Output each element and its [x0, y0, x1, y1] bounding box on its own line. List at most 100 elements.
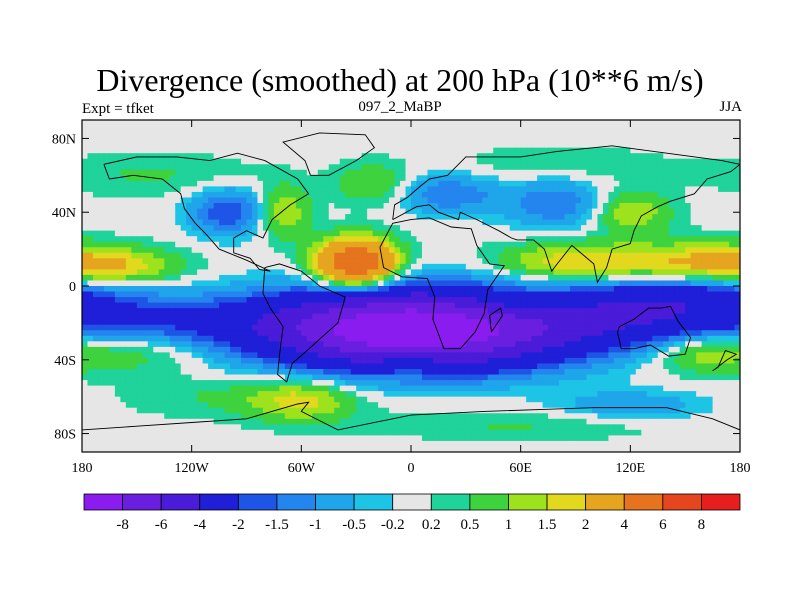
heatmap-cell [411, 258, 418, 265]
heatmap-cell [476, 324, 483, 331]
heatmap-cell [685, 236, 692, 243]
heatmap-cell [197, 308, 204, 315]
heatmap-cell [460, 158, 467, 165]
heatmap-cell [367, 175, 374, 182]
heatmap-cell [279, 180, 286, 187]
heatmap-cell [652, 197, 659, 204]
heatmap-cell [147, 197, 154, 204]
heatmap-cell [411, 131, 418, 138]
heatmap-cell [454, 191, 461, 199]
heatmap-cell [295, 241, 302, 248]
heatmap-cell [175, 158, 182, 165]
heatmap-cell [624, 258, 631, 265]
heatmap-cell [537, 341, 544, 348]
heatmap-cell [515, 286, 522, 293]
heatmap-cell [575, 136, 582, 143]
heatmap-cell [136, 197, 143, 204]
heatmap-cell [411, 335, 418, 342]
heatmap-cell [350, 191, 357, 199]
heatmap-cell [367, 274, 374, 282]
heatmap-cell [602, 186, 609, 193]
heatmap-cell [136, 252, 143, 259]
heatmap-cell [602, 120, 609, 127]
heatmap-cell [87, 147, 94, 154]
heatmap-cell [153, 263, 160, 270]
heatmap-cell [389, 131, 396, 138]
heatmap-cell [465, 186, 472, 193]
heatmap-cell [279, 247, 286, 254]
heatmap-cell [597, 203, 604, 210]
heatmap-cell [153, 313, 160, 320]
heatmap-cell [493, 269, 500, 276]
heatmap-cell [251, 252, 259, 259]
heatmap-cell [411, 308, 418, 315]
heatmap-cell [175, 280, 182, 287]
heatmap-cell [553, 263, 560, 270]
heatmap-cell [493, 131, 500, 138]
heatmap-cell [465, 302, 472, 309]
heatmap-cell [712, 308, 719, 315]
heatmap-cell [367, 120, 374, 127]
heatmap-cell [158, 341, 165, 348]
heatmap-cell [471, 286, 478, 293]
heatmap-cell [504, 169, 511, 176]
heatmap-cell [125, 153, 132, 160]
heatmap-cell [624, 131, 631, 138]
heatmap-cell [197, 263, 204, 270]
heatmap-cell [394, 180, 401, 187]
heatmap-cell [734, 175, 740, 182]
heatmap-cell [202, 291, 209, 298]
heatmap-cell [158, 153, 165, 160]
heatmap-cell [685, 335, 692, 342]
heatmap-cell [679, 225, 686, 232]
heatmap-cell [208, 297, 215, 304]
heatmap-cell [213, 230, 220, 237]
heatmap-cell [432, 236, 440, 243]
heatmap-cell [427, 120, 434, 127]
heatmap-cell [663, 136, 670, 143]
heatmap-cell [635, 258, 642, 265]
heatmap-cell [273, 308, 280, 315]
heatmap-cell [685, 241, 692, 248]
heatmap-cell [383, 175, 390, 182]
heatmap-cell [443, 158, 450, 165]
heatmap-cell [411, 175, 418, 182]
heatmap-cell [646, 302, 653, 309]
heatmap-cell [345, 153, 352, 160]
heatmap-cell [619, 214, 626, 221]
heatmap-cell [92, 169, 100, 176]
heatmap-cell [306, 142, 313, 149]
heatmap-cell [372, 308, 379, 315]
heatmap-cell [679, 335, 686, 342]
heatmap-cell [356, 142, 363, 149]
heatmap-cell [542, 180, 549, 187]
heatmap-cell [197, 175, 204, 182]
heatmap-cell [251, 158, 259, 165]
heatmap-cell [526, 280, 533, 287]
heatmap-cell [421, 225, 429, 232]
heatmap-cell [361, 214, 368, 221]
heatmap-cell [646, 263, 653, 270]
heatmap-cell [443, 214, 450, 221]
heatmap-cell [306, 258, 313, 265]
heatmap-cell [219, 230, 226, 237]
heatmap-cell [131, 302, 138, 309]
heatmap-cell [257, 219, 264, 226]
heatmap-cell [570, 191, 577, 199]
heatmap-cell [219, 263, 226, 270]
heatmap-cell [608, 131, 615, 138]
heatmap-cell [504, 280, 511, 287]
heatmap-cell [394, 131, 401, 138]
heatmap-cell [268, 136, 275, 143]
heatmap-cell [241, 274, 248, 282]
heatmap-cell [268, 335, 275, 342]
heatmap-cell [147, 291, 154, 298]
heatmap-cell [350, 125, 357, 132]
heatmap-cell [400, 291, 407, 298]
heatmap-cell [707, 169, 714, 176]
heatmap-cell [213, 280, 220, 287]
heatmap-cell [723, 203, 730, 210]
heatmap-cell [641, 230, 648, 237]
heatmap-cell [613, 219, 620, 226]
heatmap-cell [164, 230, 171, 237]
